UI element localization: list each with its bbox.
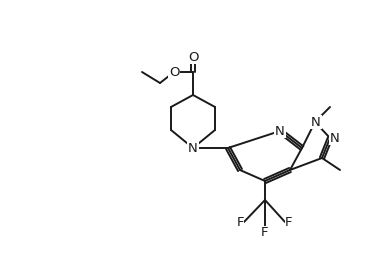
Text: N: N (188, 142, 198, 155)
Text: N: N (330, 131, 340, 145)
Text: F: F (285, 215, 293, 229)
Text: N: N (275, 125, 285, 138)
Text: O: O (169, 66, 179, 78)
Text: F: F (261, 227, 269, 240)
Text: F: F (236, 215, 244, 229)
Text: O: O (188, 51, 198, 63)
Text: N: N (311, 115, 321, 128)
